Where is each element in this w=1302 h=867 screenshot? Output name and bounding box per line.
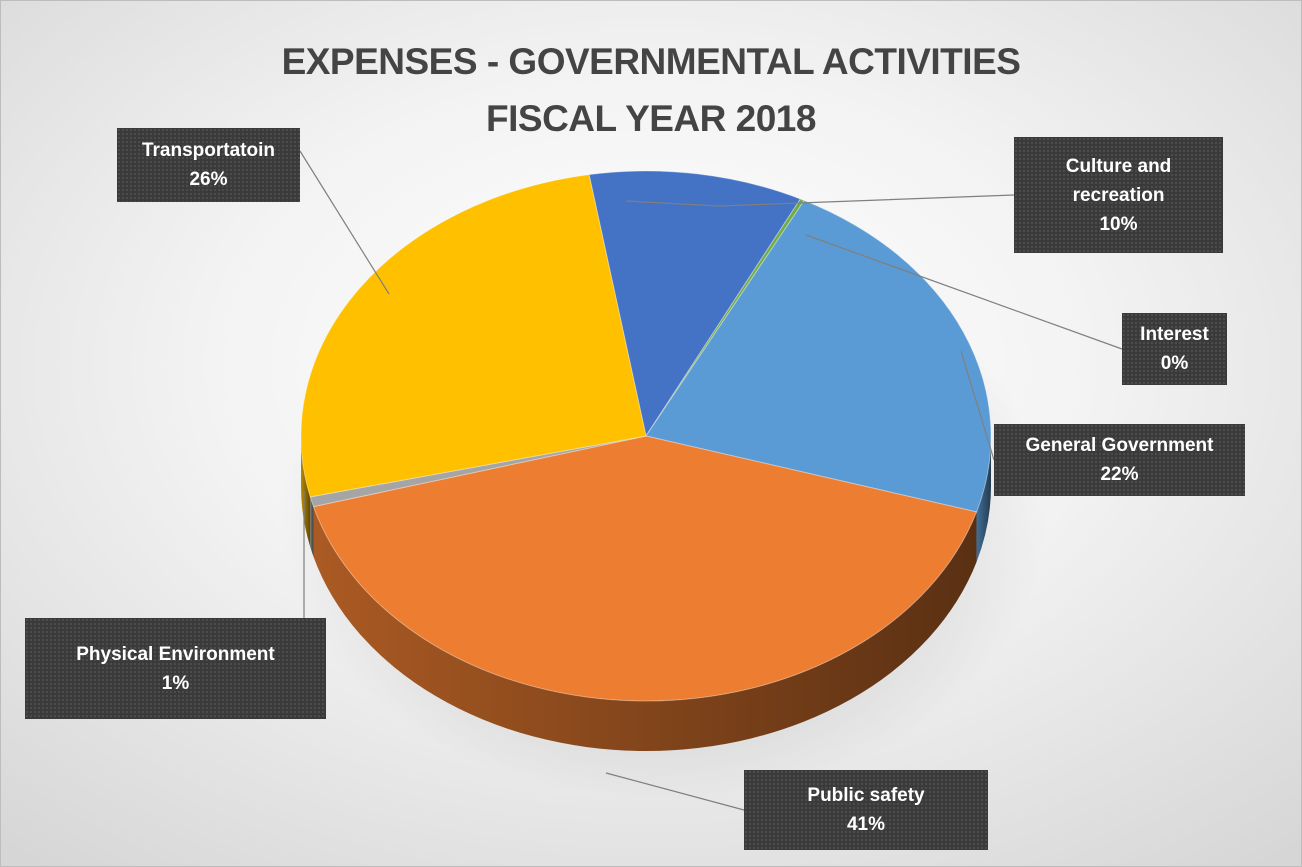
data-label-public-safety-percent: 41% bbox=[846, 814, 886, 835]
data-label-transportatoin-name: Transportatoin bbox=[141, 140, 275, 161]
pie-slice-transportatoin bbox=[300, 174, 647, 498]
data-label-public-safety: Public safety 41% bbox=[744, 770, 988, 850]
pie-slice-general-government bbox=[645, 199, 992, 513]
leader-line-public-safety bbox=[605, 772, 745, 811]
data-label-physical-environment: Physical Environment 1% bbox=[25, 618, 326, 719]
leader-line-interest bbox=[805, 234, 1123, 350]
data-label-general-government: General Government 22% bbox=[994, 424, 1245, 496]
pie-side-physical-environment bbox=[310, 496, 314, 557]
data-label-public-safety-name: Public safety bbox=[807, 785, 925, 806]
data-label-physical-environment-percent: 1% bbox=[161, 672, 190, 694]
pie-slice-interest bbox=[645, 198, 805, 437]
data-label-culture-and-recreation-name: recreation bbox=[1072, 184, 1165, 206]
pie-slice-culture-and-recreation bbox=[588, 170, 802, 438]
data-label-transportatoin-percent: 26% bbox=[189, 169, 228, 190]
data-label-interest-percent: 0% bbox=[1160, 353, 1189, 374]
data-label-general-government-name: General Government bbox=[1025, 435, 1214, 456]
leader-line-general-government bbox=[960, 350, 995, 461]
leader-line-transportatoin bbox=[299, 150, 390, 295]
data-label-culture-and-recreation: Culture and recreation 10% bbox=[1014, 137, 1223, 253]
pie-side-general-government bbox=[976, 436, 991, 562]
data-label-interest-name: Interest bbox=[1140, 324, 1209, 345]
chart-title-line-1: EXPENSES - GOVERNMENTAL ACTIVITIES bbox=[281, 41, 1021, 82]
pie-slice-physical-environment bbox=[309, 435, 647, 508]
data-label-general-government-percent: 22% bbox=[1100, 464, 1139, 485]
pie-side-public-safety bbox=[313, 506, 977, 751]
data-label-culture-and-recreation-percent: 10% bbox=[1099, 213, 1138, 235]
leader-line-culture-and-recreation bbox=[625, 194, 1015, 207]
data-label-physical-environment-name: Physical Environment bbox=[76, 643, 275, 665]
data-label-transportatoin: Transportatoin 26% bbox=[117, 128, 300, 202]
pie-side-transportatoin bbox=[301, 436, 311, 547]
data-label-interest: Interest 0% bbox=[1122, 313, 1227, 385]
pie-slice-public-safety bbox=[312, 435, 978, 702]
chart-title-line-2: FISCAL YEAR 2018 bbox=[486, 98, 816, 139]
data-label-culture-and-recreation-name: Culture and bbox=[1065, 155, 1172, 177]
